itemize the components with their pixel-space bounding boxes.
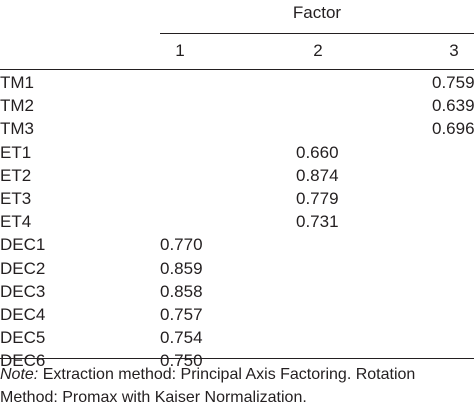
column-header-factor-3: 3 bbox=[449, 41, 459, 60]
table-row: TM1 0.759 bbox=[0, 71, 474, 94]
column-header-factor-2: 2 bbox=[313, 41, 323, 60]
factor-1-loading: 0.858 bbox=[160, 281, 203, 301]
factor-3-loading: 0.639 bbox=[432, 96, 474, 116]
row-label: DEC2 bbox=[0, 258, 46, 278]
factor-group-header: Factor bbox=[292, 3, 342, 22]
factor-2-loading: 0.731 bbox=[296, 212, 339, 232]
note-label: Note: bbox=[0, 366, 39, 383]
row-label: ET2 bbox=[0, 165, 32, 185]
row-label: DEC1 bbox=[0, 235, 46, 255]
factor-1-loading: 0.859 bbox=[160, 258, 203, 278]
table-row: DEC4 0.757 bbox=[0, 303, 474, 326]
table-row: DEC3 0.858 bbox=[0, 280, 474, 303]
row-label: ET3 bbox=[0, 188, 32, 208]
factor-1-loading: 0.770 bbox=[160, 235, 203, 255]
factor-1-loading: 0.757 bbox=[160, 304, 203, 324]
row-label: TM2 bbox=[0, 96, 34, 116]
column-header-rule bbox=[0, 69, 474, 70]
row-label: ET4 bbox=[0, 212, 32, 232]
row-label: DEC6 bbox=[0, 351, 46, 371]
column-header-factor-1: 1 bbox=[175, 41, 185, 60]
table-row: ET4 0.731 bbox=[0, 210, 474, 233]
factor-1-loading: 0.750 bbox=[160, 351, 203, 371]
table-row: ET2 0.874 bbox=[0, 164, 474, 187]
table-row: DEC1 0.770 bbox=[0, 233, 474, 256]
table-row: TM2 0.639 bbox=[0, 94, 474, 117]
row-label: DEC5 bbox=[0, 328, 46, 348]
row-label: DEC4 bbox=[0, 304, 46, 324]
table-row: ET1 0.660 bbox=[0, 141, 474, 164]
factor-2-loading: 0.874 bbox=[296, 165, 339, 185]
table-note: Note: Extraction method: Principal Axis … bbox=[0, 363, 474, 409]
factor-3-loading: 0.696 bbox=[432, 119, 474, 139]
note-text: Extraction method: Principal Axis Factor… bbox=[0, 366, 416, 406]
table-row: DEC5 0.754 bbox=[0, 326, 474, 349]
table-row: DEC2 0.859 bbox=[0, 257, 474, 280]
header-rule bbox=[160, 33, 474, 34]
row-label: DEC3 bbox=[0, 281, 46, 301]
table-row: TM3 0.696 bbox=[0, 117, 474, 140]
row-label: TM3 bbox=[0, 119, 34, 139]
factor-2-loading: 0.779 bbox=[296, 188, 339, 208]
row-label: ET1 bbox=[0, 142, 32, 162]
factor-2-loading: 0.660 bbox=[296, 142, 339, 162]
factor-1-loading: 0.754 bbox=[160, 328, 203, 348]
factor-3-loading: 0.759 bbox=[432, 73, 474, 92]
table-body: TM1 0.759 TM2 0.639 TM3 0.696 ET1 0.660 … bbox=[0, 71, 474, 372]
table-bottom-rule bbox=[0, 358, 474, 359]
row-label: TM1 bbox=[0, 73, 34, 92]
table-row: DEC6 0.750 bbox=[0, 349, 474, 372]
table-row: ET3 0.779 bbox=[0, 187, 474, 210]
